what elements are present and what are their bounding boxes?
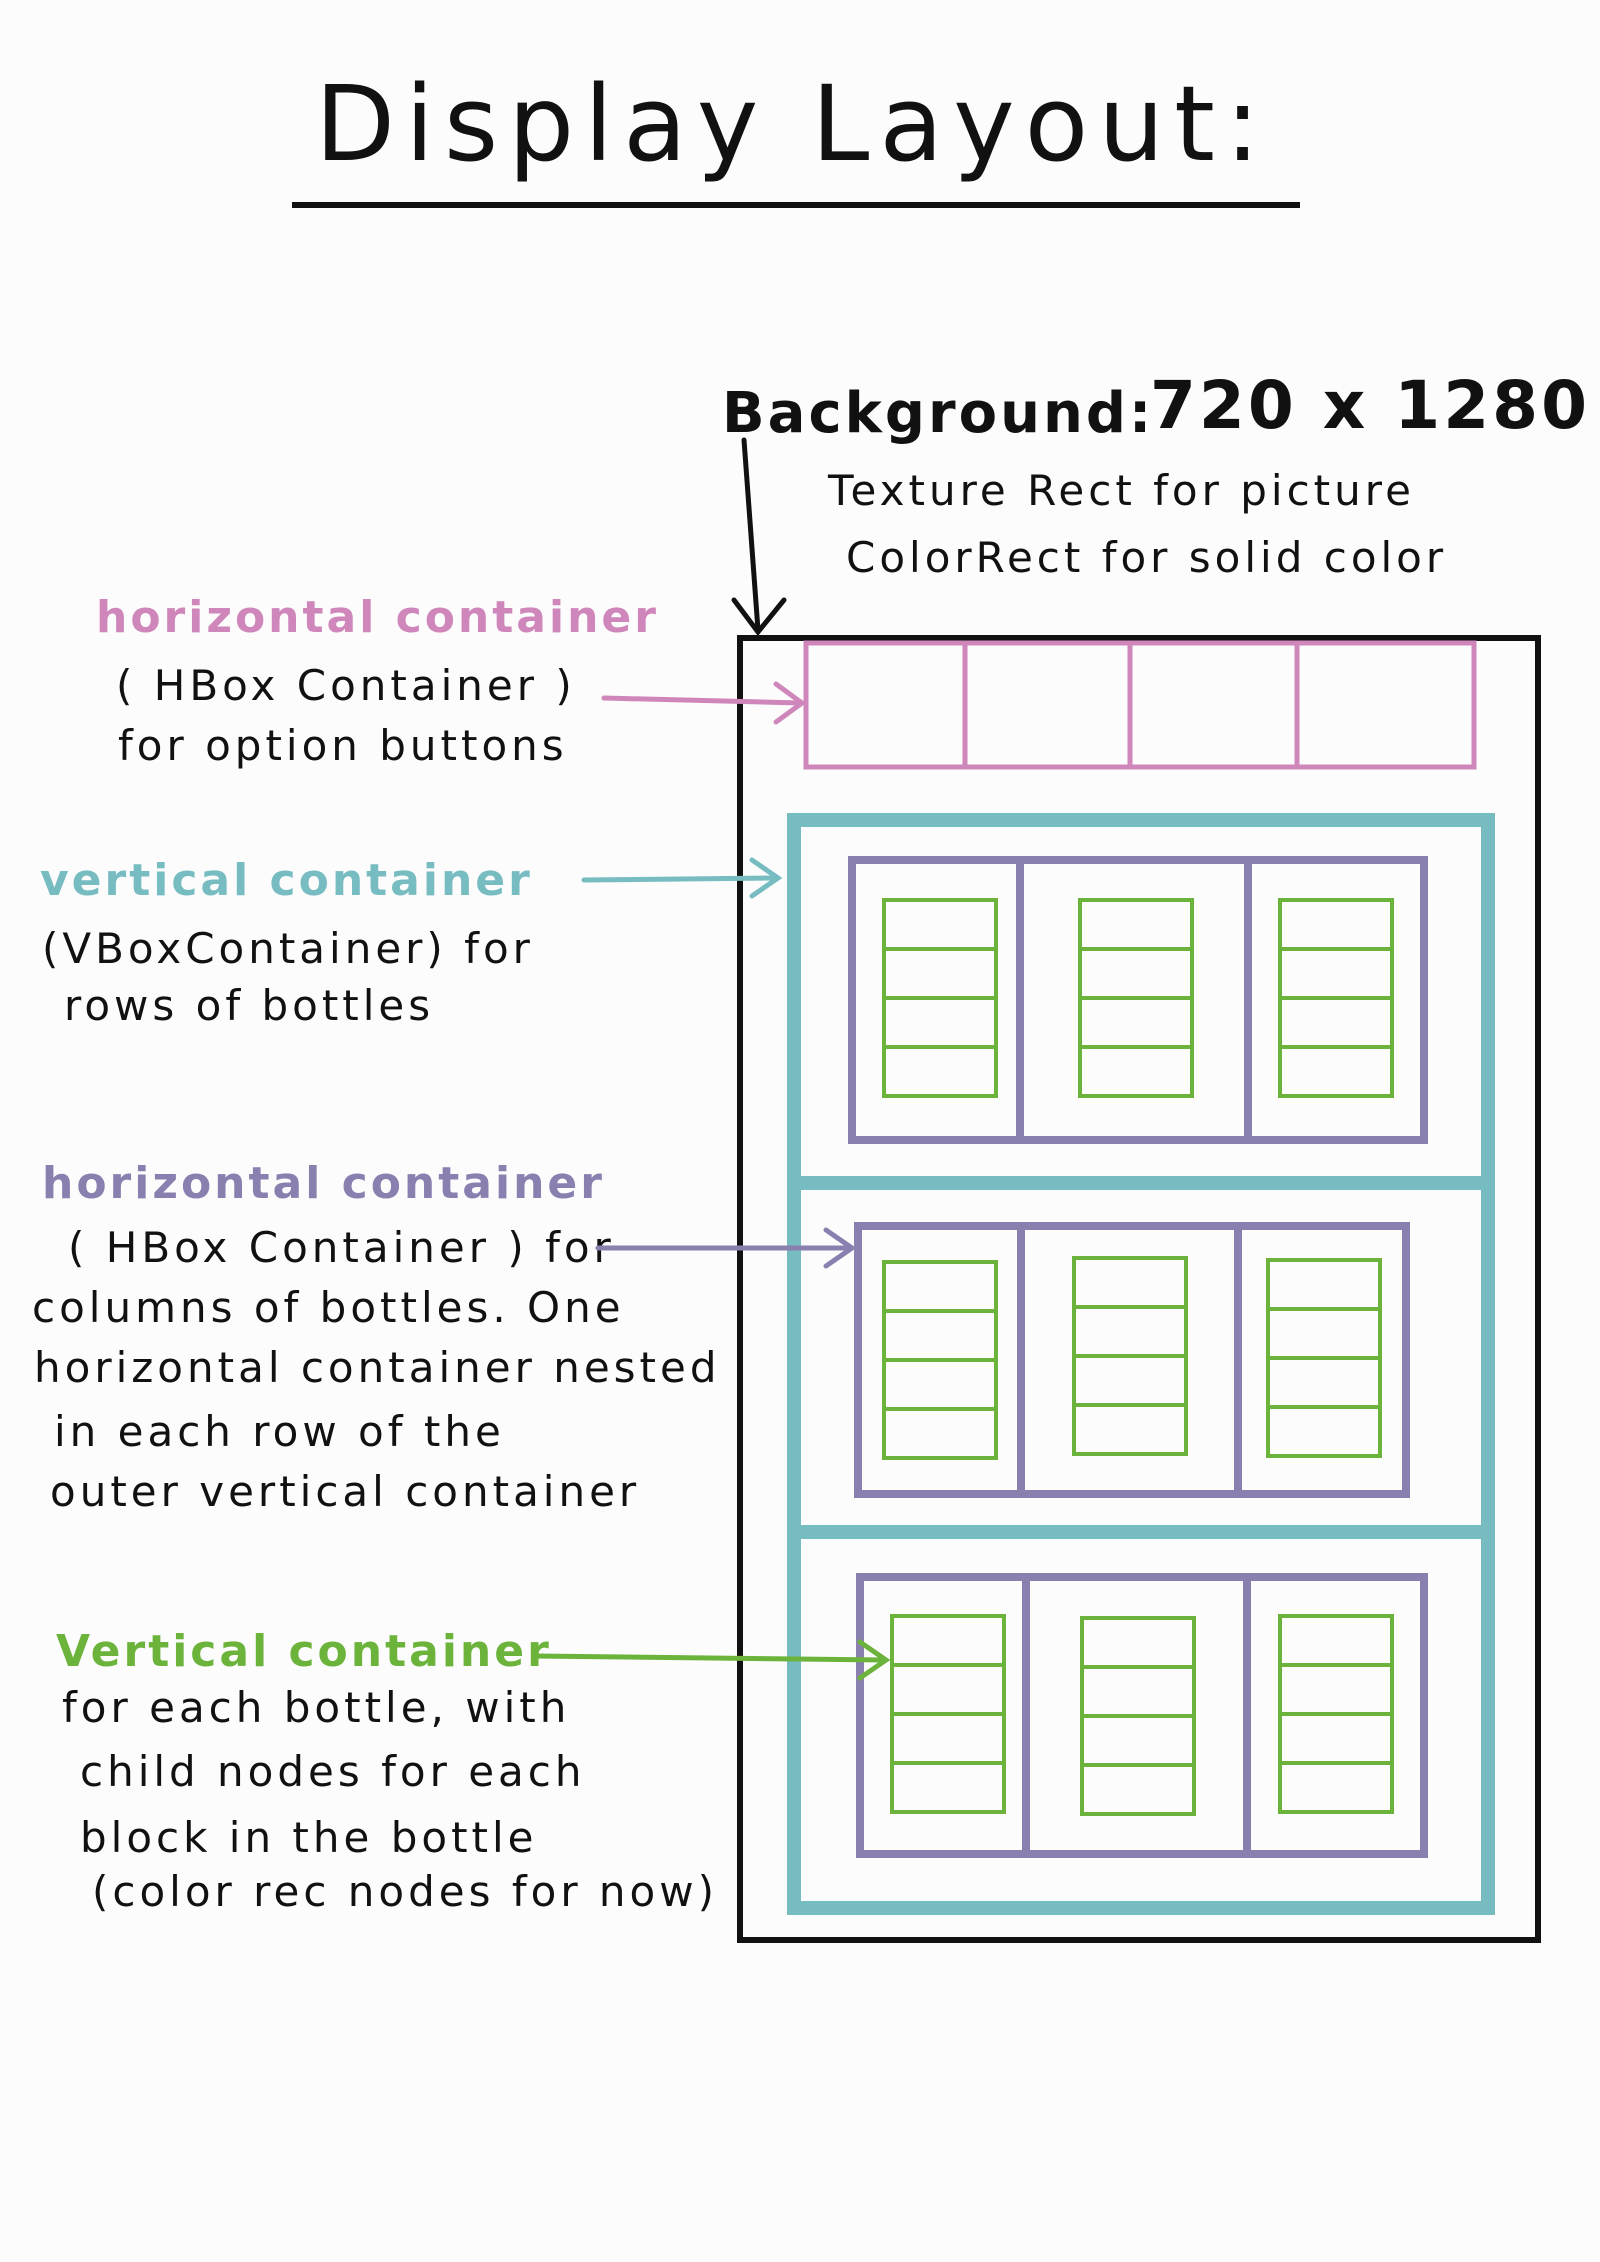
- annotation-bottle-heading: Vertical container: [56, 1626, 552, 1677]
- annotation-rows-line: rows of bottles: [64, 981, 434, 1030]
- annotation-bottle-line: (color rec nodes for now): [92, 1867, 718, 1916]
- annotation-columns-line: ( HBox Container ) for: [68, 1223, 615, 1272]
- annotation-option-bar-heading: horizontal container: [96, 592, 659, 643]
- annotation-columns-heading: horizontal container: [42, 1158, 605, 1209]
- background-note-texture: Texture Rect for picture: [827, 466, 1415, 515]
- background-frame: [737, 635, 1541, 1943]
- bottle: [1278, 1614, 1394, 1814]
- columns-arrow: [595, 1227, 857, 1269]
- bottle: [1266, 1258, 1382, 1458]
- annotation-columns-line: columns of bottles. One: [32, 1283, 625, 1332]
- annotation-columns-line: in each row of the: [54, 1407, 505, 1456]
- background-label: Background:: [722, 381, 1154, 446]
- row-2-hbox: [854, 1222, 1410, 1498]
- bottle: [882, 898, 998, 1098]
- annotation-columns-line: outer vertical container: [50, 1467, 640, 1516]
- bottle: [890, 1614, 1006, 1814]
- annotation-rows-line: (VBoxContainer) for: [42, 924, 534, 973]
- annotation-bottle: Vertical container for each bottle, with…: [56, 1626, 891, 1916]
- annotation-rows-heading: vertical container: [40, 855, 533, 906]
- annotation-option-bar: horizontal container ( HBox Container ) …: [96, 592, 807, 770]
- annotation-columns-line: horizontal container nested: [34, 1343, 721, 1392]
- rows-vbox: [787, 813, 1495, 1915]
- option-bar-arrow: [601, 681, 807, 725]
- annotation-option-bar-line: for option buttons: [118, 721, 568, 770]
- row-1-hbox: [848, 856, 1428, 1144]
- bottle: [1080, 1616, 1196, 1816]
- bottle: [882, 1260, 998, 1460]
- annotation-rows: vertical container (VBoxContainer) for r…: [40, 855, 783, 1030]
- annotation-bottle-line: block in the bottle: [80, 1813, 538, 1862]
- page-title: Display Layout:: [315, 63, 1270, 185]
- bottle: [1278, 898, 1394, 1098]
- rows-arrow: [581, 857, 783, 899]
- annotation-bottle-line: child nodes for each: [80, 1747, 586, 1796]
- bottle: [1078, 898, 1194, 1098]
- row-3-hbox: [856, 1573, 1428, 1858]
- background-note-color: ColorRect for solid color: [846, 533, 1447, 582]
- annotation-bottle-line: for each bottle, with: [62, 1683, 570, 1732]
- background-arrow: [731, 437, 787, 637]
- bottles: [882, 898, 1394, 1816]
- annotation-option-bar-line: ( HBox Container ): [116, 661, 576, 710]
- background-size: 720 x 1280: [1150, 367, 1590, 444]
- bottle-arrow: [531, 1639, 891, 1681]
- bottle: [1072, 1256, 1188, 1456]
- annotation-columns: horizontal container ( HBox Container ) …: [32, 1158, 857, 1516]
- option-bar-hbox: [803, 640, 1477, 770]
